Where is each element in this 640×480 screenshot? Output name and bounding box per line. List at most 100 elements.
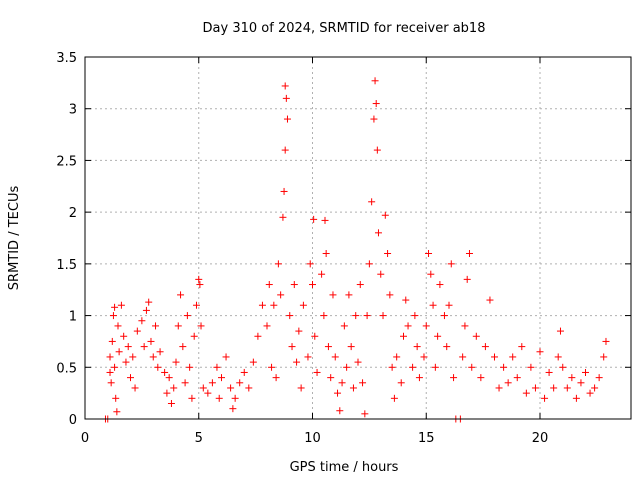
data-point — [197, 322, 205, 330]
data-point — [568, 374, 576, 382]
data-point — [443, 343, 451, 351]
data-point — [347, 343, 355, 351]
data-point — [213, 363, 221, 371]
data-point — [163, 389, 171, 397]
data-point — [491, 353, 498, 361]
data-point — [227, 384, 235, 392]
data-point — [381, 211, 389, 219]
data-point — [338, 379, 346, 387]
data-point — [527, 363, 535, 371]
y-axis-label: SRMTID / TECUs — [7, 186, 22, 291]
x-tick-label: 5 — [195, 431, 203, 446]
data-point — [281, 146, 289, 154]
data-point — [522, 389, 530, 397]
data-point — [459, 353, 467, 361]
data-point — [114, 322, 122, 330]
data-point — [447, 260, 455, 268]
data-point — [112, 394, 120, 402]
data-point — [361, 410, 369, 418]
data-point — [329, 291, 337, 299]
data-point — [321, 216, 329, 224]
data-point — [384, 250, 392, 258]
y-tick-label: 3 — [69, 103, 77, 118]
data-point — [161, 368, 169, 376]
data-point — [577, 379, 585, 387]
data-point — [461, 322, 469, 330]
data-point — [486, 296, 494, 304]
data-point — [518, 343, 526, 351]
data-point — [352, 312, 360, 320]
data-point — [111, 363, 119, 371]
data-point — [373, 146, 381, 154]
x-tick-label: 15 — [418, 431, 435, 446]
data-point — [434, 332, 442, 340]
data-point — [254, 332, 262, 340]
y-tick-label: 1 — [69, 310, 77, 325]
data-point — [265, 281, 273, 289]
data-point — [400, 332, 407, 340]
data-point — [195, 275, 203, 283]
data-point — [413, 343, 421, 351]
data-point — [402, 296, 410, 304]
data-point — [258, 301, 266, 309]
data-point — [167, 399, 175, 407]
data-point — [142, 306, 150, 314]
data-point — [591, 384, 599, 392]
data-point — [263, 322, 271, 330]
data-point — [450, 374, 458, 382]
data-point — [436, 281, 444, 289]
data-point — [129, 353, 137, 361]
data-point — [313, 368, 321, 376]
data-point — [559, 363, 567, 371]
data-point — [359, 379, 367, 387]
data-point — [477, 374, 485, 382]
data-point — [572, 394, 580, 402]
data-point — [602, 337, 610, 345]
data-point — [179, 343, 187, 351]
y-tick-label: 3.5 — [56, 51, 77, 66]
data-point — [324, 343, 332, 351]
data-point — [109, 312, 117, 320]
data-point — [297, 384, 305, 392]
data-point — [468, 363, 476, 371]
data-point — [174, 322, 182, 330]
data-point — [120, 332, 128, 340]
y-tick-label: 2.5 — [56, 154, 77, 169]
data-point — [536, 348, 544, 356]
data-point — [152, 322, 160, 330]
data-point — [334, 389, 342, 397]
x-tick-label: 10 — [304, 431, 321, 446]
data-point — [186, 363, 194, 371]
data-point — [393, 353, 401, 361]
data-point — [272, 374, 280, 382]
data-point — [106, 368, 114, 376]
data-point — [425, 250, 433, 258]
data-point — [156, 348, 164, 356]
data-point — [154, 363, 162, 371]
data-point — [306, 260, 314, 268]
data-point — [149, 353, 157, 361]
data-point — [465, 250, 473, 258]
data-point — [181, 379, 189, 387]
y-tick-label: 2 — [69, 206, 77, 221]
data-point — [115, 348, 123, 356]
grid — [85, 57, 631, 419]
data-point — [190, 332, 198, 340]
data-point — [365, 260, 373, 268]
data-point — [386, 291, 394, 299]
data-point — [288, 343, 296, 351]
data-point — [215, 394, 223, 402]
data-point — [172, 358, 180, 366]
data-point — [388, 363, 396, 371]
data-point — [113, 408, 121, 416]
x-tick-label: 0 — [81, 431, 89, 446]
data-point — [268, 363, 276, 371]
data-point — [397, 379, 405, 387]
data-point — [310, 215, 318, 223]
y-tick-label: 0.5 — [56, 361, 77, 376]
data-point — [320, 312, 328, 320]
data-point — [531, 384, 539, 392]
data-point — [582, 368, 589, 376]
data-point — [349, 384, 357, 392]
data-point — [249, 358, 257, 366]
